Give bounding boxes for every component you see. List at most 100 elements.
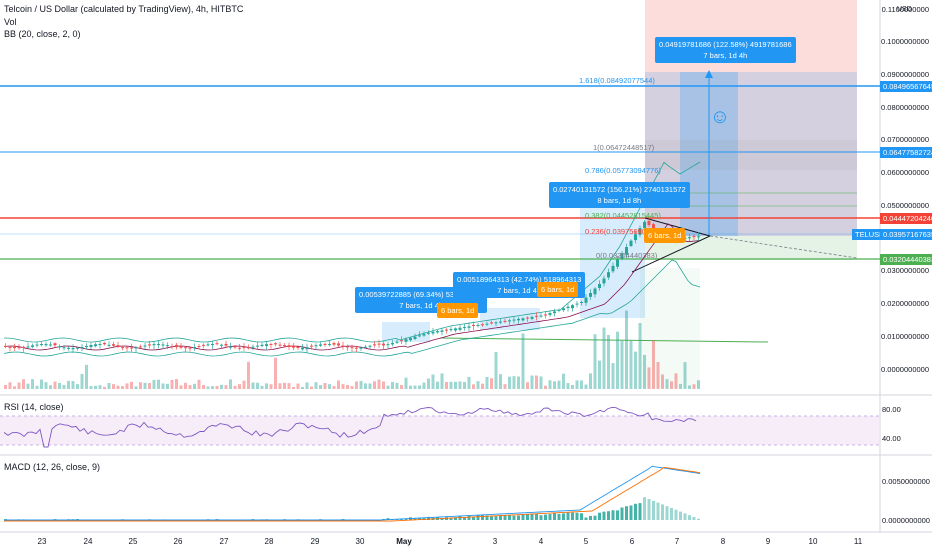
candle-body — [557, 309, 561, 311]
candle-body — [458, 327, 462, 330]
candle-body — [580, 302, 583, 303]
candle-body — [634, 234, 637, 241]
volume-bar — [67, 380, 70, 389]
volume-bar — [575, 380, 579, 389]
volume-bar — [566, 383, 570, 389]
candle-body — [364, 346, 367, 348]
measure-info-4[interactable]: 0.04919781686 (122.58%) 4919781686 7 bar… — [655, 37, 796, 63]
candle-body — [170, 346, 174, 348]
macd-histogram-bar — [251, 519, 255, 520]
volume-bar — [274, 357, 277, 389]
legend-macd[interactable]: MACD (12, 26, close, 9) — [4, 462, 101, 472]
bar-count-badge-3[interactable]: 6 bars, 1d — [644, 228, 686, 243]
bar-count-badge-2[interactable]: 6 bars, 1d — [537, 282, 579, 297]
volume-bar — [661, 374, 664, 389]
volume-bar — [481, 383, 484, 389]
volume-bar — [476, 381, 480, 389]
candle-body — [553, 311, 556, 314]
volume-bar — [296, 383, 300, 389]
macd-histogram-bar — [679, 511, 682, 520]
time-tick-label: 6 — [629, 537, 635, 546]
candle-body — [44, 344, 48, 346]
volume-bar — [332, 386, 336, 389]
time-tick-label: 9 — [765, 537, 771, 546]
price-tick-label: 0.1100000000 — [881, 5, 929, 14]
price-tick-label: 0.0800000000 — [881, 103, 929, 112]
legend-vol[interactable]: Vol — [4, 17, 17, 27]
volume-bar — [620, 340, 624, 389]
time-tick-label: 10 — [808, 537, 818, 546]
macd-histogram-bar — [683, 513, 687, 520]
price-tick-label: 0.0900000000 — [881, 70, 929, 79]
volume-bar — [656, 361, 660, 389]
volume-bar — [436, 381, 439, 389]
volume-bar — [418, 385, 421, 389]
time-tick-label: 2 — [447, 537, 453, 546]
volume-bar — [233, 385, 237, 389]
candle-body — [395, 341, 399, 343]
candle-body — [71, 347, 75, 350]
candle-body — [175, 344, 178, 348]
volume-bar — [278, 383, 282, 389]
measure-info-3[interactable]: 0.02740131572 (156.21%) 2740131572 8 bar… — [549, 182, 690, 208]
candle-body — [593, 288, 597, 295]
legend-bb[interactable]: BB (20, close, 2, 0) — [4, 29, 81, 39]
volume-bar — [103, 386, 106, 389]
macd-histogram-bar — [215, 519, 219, 520]
volume-bar — [377, 379, 381, 389]
volume-bar — [211, 386, 214, 389]
price-tick-label: 0.0600000000 — [881, 168, 929, 177]
volume-bar — [683, 362, 687, 389]
candle-body — [521, 318, 525, 321]
candle-body — [422, 334, 426, 336]
candle-body — [355, 347, 358, 349]
volume-bar — [652, 340, 655, 389]
volume-bar — [175, 379, 178, 389]
candle-body — [652, 224, 655, 231]
macd-histogram-bar — [539, 515, 543, 520]
volume-bar — [386, 385, 390, 389]
smiley-icon[interactable]: ☺ — [709, 106, 731, 128]
macd-histogram-bar — [454, 517, 457, 520]
measure-zone-blue — [645, 72, 857, 236]
candle-body — [562, 308, 565, 311]
candle-body — [287, 345, 291, 348]
volume-bar — [647, 367, 651, 389]
candle-body — [517, 318, 520, 321]
price-tick-label: 0.0700000000 — [881, 135, 929, 144]
volume-bar — [494, 352, 498, 389]
candle-body — [373, 344, 376, 346]
macd-histogram-bar — [638, 503, 642, 520]
candle-body — [148, 344, 151, 346]
candle-body — [616, 259, 619, 267]
volume-bar — [80, 373, 84, 389]
currency-label[interactable]: USD — [897, 6, 912, 13]
macd-pane — [4, 465, 701, 522]
candle-body — [341, 345, 345, 347]
time-tick-label: 11 — [853, 537, 863, 546]
volume-bar — [431, 374, 435, 389]
macd-histogram-bar — [620, 507, 624, 520]
candle-body — [265, 344, 268, 347]
volume-bar — [314, 382, 318, 389]
legend-rsi[interactable]: RSI (14, close) — [4, 402, 64, 412]
volume-bar — [508, 376, 511, 389]
volume-bar — [269, 384, 273, 389]
volume-bar — [490, 378, 493, 389]
macd-histogram-bar — [485, 515, 489, 520]
candle-body — [80, 346, 84, 348]
candle-body — [242, 346, 246, 348]
volume-bar — [580, 380, 583, 389]
time-tick-label: 28 — [264, 537, 274, 546]
volume-bar — [530, 375, 534, 389]
volume-bar — [409, 385, 412, 389]
volume-bar — [440, 373, 444, 389]
volume-bar — [584, 384, 588, 389]
measure-info-4-value: 0.04919781686 (122.58%) 4919781686 — [659, 40, 792, 49]
volume-bar — [49, 385, 52, 389]
bar-count-badge-1[interactable]: 6 bars, 1d — [437, 303, 479, 318]
volume-bar — [202, 384, 205, 389]
volume-bar — [116, 385, 120, 389]
candle-body — [620, 253, 624, 259]
